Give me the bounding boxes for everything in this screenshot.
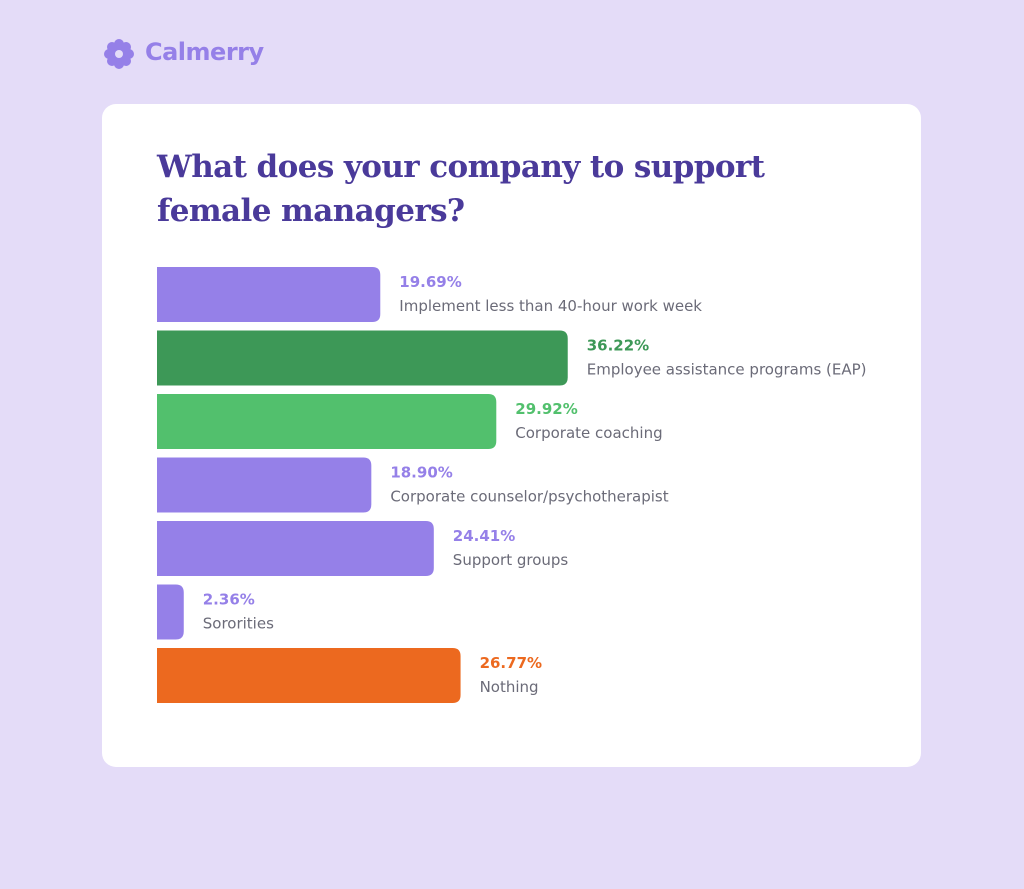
bar (157, 330, 568, 386)
value-label: 19.69% (399, 273, 461, 291)
bar (157, 394, 497, 449)
value-label: 2.36% (203, 591, 255, 609)
category-label: Nothing (480, 678, 539, 696)
logo (104, 39, 134, 69)
category-label: Sororities (203, 615, 274, 633)
bar (157, 521, 434, 576)
bar (157, 648, 461, 703)
brand-name: Calmerry (145, 38, 264, 66)
value-label: 24.41% (453, 527, 515, 545)
category-label: Implement less than 40-hour work week (399, 297, 702, 315)
bar (157, 457, 372, 513)
category-label: Corporate counselor/psychotherapist (390, 488, 668, 506)
category-label: Support groups (453, 551, 569, 569)
bar (157, 584, 184, 640)
value-label: 18.90% (390, 464, 452, 482)
bar (157, 267, 381, 322)
value-label: 29.92% (515, 400, 577, 418)
category-label: Corporate coaching (515, 424, 662, 442)
category-label: Employee assistance programs (EAP) (587, 361, 867, 379)
value-label: 26.77% (480, 654, 542, 672)
chart-title: What does your company to support female… (157, 149, 765, 229)
value-label: 36.22% (587, 337, 649, 355)
